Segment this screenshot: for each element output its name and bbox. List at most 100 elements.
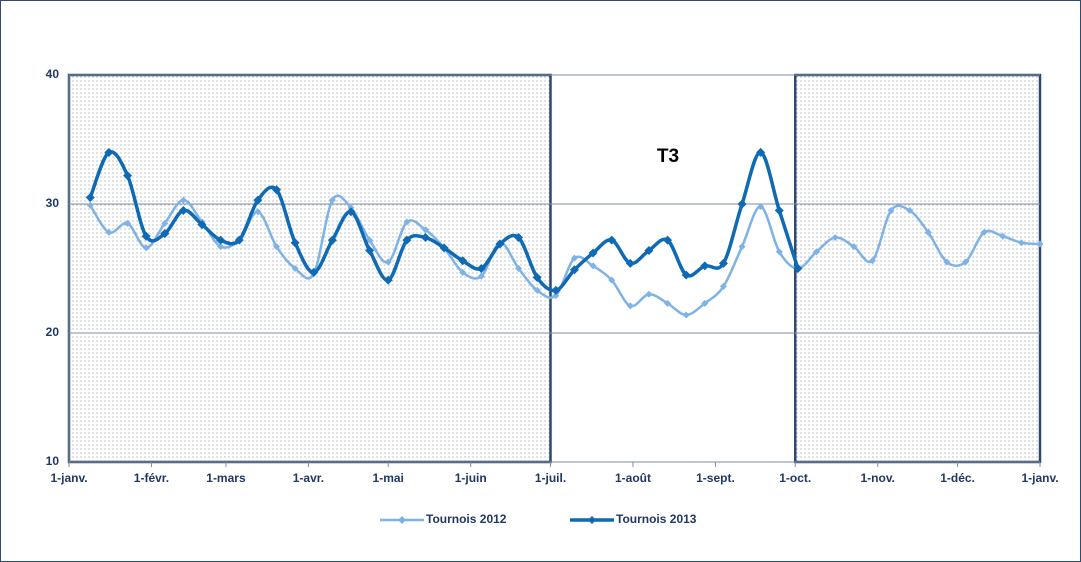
point-marker [160, 229, 170, 239]
x-tick-label: 1-avr. [293, 471, 324, 485]
point-marker [141, 231, 151, 241]
point-marker [1036, 240, 1044, 248]
point-marker [533, 286, 541, 294]
point-marker [924, 228, 932, 236]
point-marker [495, 239, 505, 249]
point-marker [719, 283, 727, 291]
point-marker [328, 196, 336, 204]
point-marker [831, 234, 839, 242]
point-marker [532, 273, 542, 283]
point-marker [142, 244, 150, 252]
point-marker [588, 248, 598, 258]
point-marker [439, 243, 449, 253]
point-marker [999, 232, 1007, 240]
point-marker [309, 267, 319, 277]
point-marker [701, 299, 709, 307]
legend-label: Tournois 2012 [426, 512, 507, 526]
point-marker [290, 238, 300, 248]
point-marker [775, 248, 783, 256]
point-marker [589, 262, 597, 270]
point-marker [123, 171, 133, 181]
x-tick-label: 1-mars [206, 471, 246, 485]
point-marker [476, 264, 486, 273]
point-marker [570, 254, 578, 262]
legend-label: Tournois 2013 [616, 512, 697, 526]
point-marker [85, 193, 95, 203]
point-marker [477, 272, 485, 280]
point-marker [383, 275, 393, 285]
point-marker [161, 219, 169, 227]
point-marker [718, 258, 728, 268]
y-tick-label: 10 [46, 454, 60, 468]
y-tick-label: 40 [46, 67, 60, 81]
point-marker [346, 207, 356, 217]
point-marker [813, 248, 821, 256]
point-marker [552, 292, 560, 300]
point-marker [682, 311, 690, 319]
point-marker [607, 235, 617, 245]
y-tick-label: 30 [46, 196, 60, 210]
point-marker [291, 265, 299, 272]
x-tick-label: 1-mai [373, 471, 404, 485]
point-marker [793, 264, 803, 273]
point-marker [104, 147, 114, 157]
point-marker [700, 261, 710, 271]
point-marker [551, 285, 561, 295]
point-marker [757, 203, 765, 211]
point-marker [402, 235, 412, 245]
point-marker [124, 219, 132, 227]
point-marker [86, 201, 94, 209]
plot-area: 10 20 30 40 1-janv. 1-févr. 1-mars 1-avr. 1-mai 1… [46, 67, 1059, 485]
point-marker [272, 185, 282, 195]
point-marker [254, 208, 262, 216]
point-marker [663, 235, 673, 245]
shaded-range [794, 73, 1042, 464]
x-tick-label: 1-févr. [134, 471, 169, 485]
point-marker [515, 265, 523, 272]
point-marker [681, 270, 691, 280]
point-marker [420, 233, 430, 243]
point-marker [608, 276, 616, 284]
point-marker [458, 256, 468, 266]
y-tick-label: 20 [46, 325, 60, 339]
point-marker [887, 206, 895, 214]
point-marker [197, 220, 207, 230]
point-marker [664, 299, 672, 307]
x-tick-label: 1-déc. [940, 471, 975, 485]
point-marker [943, 258, 951, 266]
point-marker [738, 243, 746, 251]
point-marker [403, 218, 411, 226]
point-marker [514, 233, 524, 243]
x-tick-label: 1-janv. [50, 471, 87, 485]
point-marker [980, 228, 988, 236]
point-marker [273, 243, 281, 251]
point-marker [737, 199, 747, 209]
point-marker [234, 235, 244, 245]
x-tick-label: 1-oct. [779, 471, 811, 485]
point-marker [626, 302, 634, 310]
x-tick-label: 1-sept. [696, 471, 735, 485]
x-tick-label: 1-juil. [535, 471, 566, 485]
point-marker [569, 265, 579, 275]
point-marker [868, 257, 876, 265]
point-marker [384, 258, 392, 266]
point-marker [178, 205, 188, 215]
point-marker [906, 206, 914, 214]
point-marker [179, 196, 187, 204]
point-marker [644, 245, 654, 255]
point-marker [421, 226, 429, 234]
point-marker [105, 228, 113, 236]
point-marker [756, 147, 766, 157]
x-tick-label: 1-juin [455, 471, 487, 485]
point-marker [217, 243, 225, 251]
point-marker [253, 195, 263, 205]
point-marker [774, 205, 784, 215]
x-tick-label: 1-janv. [1021, 471, 1058, 485]
x-tick-label: 1-nov. [860, 471, 894, 485]
x-tick-label: 1-août [615, 471, 651, 485]
point-marker [625, 258, 635, 268]
point-marker [459, 268, 467, 276]
point-marker [850, 243, 858, 251]
point-marker [365, 245, 375, 255]
